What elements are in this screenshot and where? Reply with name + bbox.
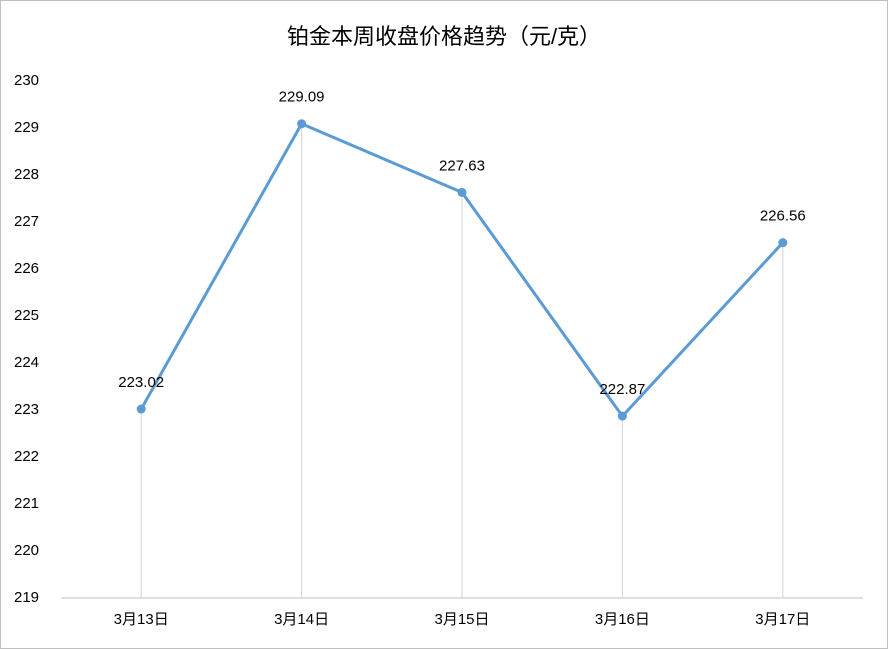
y-tick-label: 229 — [14, 119, 39, 136]
x-tick-label: 3月16日 — [595, 611, 650, 628]
y-tick-label: 221 — [14, 495, 39, 512]
y-tick-label: 227 — [14, 213, 39, 230]
data-point — [617, 411, 627, 421]
data-label: 226.56 — [760, 208, 806, 225]
data-label: 222.87 — [599, 381, 645, 398]
data-point — [297, 119, 307, 129]
data-point — [778, 238, 788, 248]
data-point — [457, 187, 467, 197]
y-tick-label: 220 — [14, 542, 39, 559]
y-tick-label: 230 — [14, 72, 39, 89]
y-tick-label: 224 — [14, 354, 39, 371]
x-tick-label: 3月14日 — [274, 611, 329, 628]
data-label: 223.02 — [118, 374, 164, 391]
x-tick-label: 3月15日 — [434, 611, 489, 628]
data-label: 227.63 — [439, 157, 485, 174]
chart-title: 铂金本周收盘价格趋势（元/克） — [287, 24, 601, 49]
x-tick-label: 3月13日 — [114, 611, 169, 628]
y-tick-label: 223 — [14, 401, 39, 418]
y-tick-label: 219 — [14, 589, 39, 606]
data-label: 229.09 — [279, 89, 325, 106]
y-tick-label: 225 — [14, 307, 39, 324]
y-tick-label: 228 — [14, 166, 39, 183]
x-tick-label: 3月17日 — [755, 611, 810, 628]
y-tick-label: 226 — [14, 260, 39, 277]
y-tick-label: 222 — [14, 448, 39, 465]
data-point — [136, 404, 146, 414]
